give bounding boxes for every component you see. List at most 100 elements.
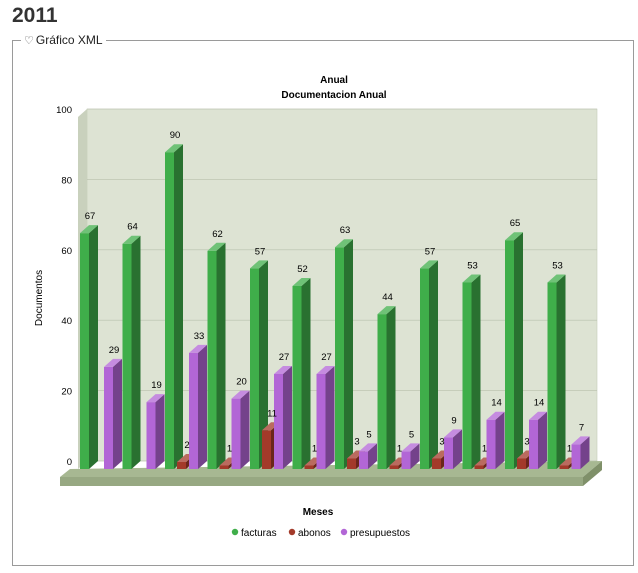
data-label: 3 (524, 436, 529, 447)
data-label: 1 (567, 443, 572, 454)
bar-facturas (505, 232, 523, 469)
bar-front (122, 243, 132, 469)
bar-side (174, 144, 183, 469)
bar-facturas (122, 235, 141, 469)
bar-front (335, 247, 344, 469)
bar-front (274, 373, 283, 469)
bar-front (347, 458, 356, 469)
bar-front (559, 465, 569, 469)
bar-top (80, 225, 98, 234)
data-label: 57 (255, 246, 266, 257)
y-tick-label: 40 (61, 316, 72, 327)
bar-side (301, 277, 311, 469)
data-label: 11 (267, 408, 277, 419)
bar-front (432, 458, 441, 469)
bar-front (529, 419, 538, 469)
bar-front (80, 233, 89, 469)
bar-side (368, 443, 377, 469)
bar-front (292, 285, 302, 469)
data-label: 44 (382, 292, 393, 303)
bar-presupuestos (486, 411, 505, 469)
data-label: 14 (491, 398, 502, 409)
data-label: 65 (510, 218, 521, 229)
bar-presupuestos (529, 411, 547, 469)
data-label: 2 (184, 440, 189, 451)
data-label: 90 (170, 130, 181, 141)
panel-legend[interactable]: ♡ Gráfico XML (21, 33, 106, 47)
bar-presupuestos (444, 429, 462, 469)
bar-front (474, 465, 484, 469)
bar-top (165, 144, 183, 153)
data-label: 67 (85, 211, 96, 222)
plot-floor-side (583, 461, 602, 486)
bar-side (471, 274, 481, 469)
bar-side (240, 390, 250, 469)
legend-item-abonos[interactable]: abonos (288, 528, 331, 539)
data-label: 52 (297, 264, 308, 275)
bar-side (453, 429, 462, 469)
bar-top (547, 274, 566, 283)
bar-front (104, 366, 113, 469)
bar-top (529, 411, 547, 420)
bar-facturas (292, 277, 311, 469)
bar-facturas (420, 260, 438, 469)
bar-facturas (165, 144, 183, 469)
bar-top (189, 344, 207, 353)
bar-front (304, 465, 314, 469)
legend-label: presupuestos (350, 528, 410, 539)
bar-presupuestos (104, 358, 122, 469)
bar-top (359, 443, 377, 452)
data-label: 5 (366, 429, 371, 440)
bar-top (231, 390, 250, 399)
data-label: 27 (279, 352, 290, 363)
data-label: 14 (534, 398, 545, 409)
bar-front (571, 444, 581, 469)
y-axis-label: Documentos (34, 270, 45, 326)
bar-front (262, 430, 271, 469)
bar-front (505, 240, 514, 469)
bar-top (274, 365, 292, 374)
bar-front (207, 250, 217, 469)
bar-front (359, 451, 368, 469)
bar-presupuestos (189, 344, 207, 469)
data-label: 29 (109, 345, 120, 356)
data-label: 53 (552, 260, 563, 271)
bar-front (547, 282, 557, 469)
data-label: 3 (439, 436, 444, 447)
bar-front (316, 373, 326, 469)
bar-side (131, 235, 141, 469)
bar-front (401, 451, 411, 469)
data-label: 27 (321, 352, 332, 363)
data-label: 57 (425, 246, 436, 257)
bar-side (216, 242, 226, 469)
bar-presupuestos (571, 436, 590, 469)
bar-side (155, 394, 165, 469)
y-tick-label: 20 (61, 387, 72, 398)
bar-facturas (377, 306, 396, 469)
bar-top (250, 260, 268, 269)
legend-item-presupuestos[interactable]: presupuestos (340, 528, 410, 539)
data-label: 19 (151, 380, 162, 391)
legend-item-facturas[interactable]: facturas (231, 528, 277, 539)
bar-presupuestos (316, 365, 335, 469)
legend-marker (340, 528, 348, 536)
bar-presupuestos (359, 443, 377, 469)
y-tick-label: 60 (61, 246, 72, 257)
bar-front (219, 465, 229, 469)
data-label: 3 (354, 436, 359, 447)
bar-front (165, 152, 174, 469)
bar-side (89, 225, 98, 469)
plot-floor-front (60, 477, 583, 486)
bar-front (250, 268, 259, 469)
bar-side (283, 365, 292, 469)
y-tick-label: 0 (67, 457, 72, 468)
legend-label: abonos (298, 528, 331, 539)
panel-legend-label: Gráfico XML (35, 33, 103, 47)
y-tick-label: 80 (61, 175, 72, 186)
bar-top (462, 274, 481, 283)
bar-top (104, 358, 122, 367)
bar-side (495, 411, 505, 469)
bar-top (444, 429, 462, 438)
data-label: 53 (467, 260, 478, 271)
